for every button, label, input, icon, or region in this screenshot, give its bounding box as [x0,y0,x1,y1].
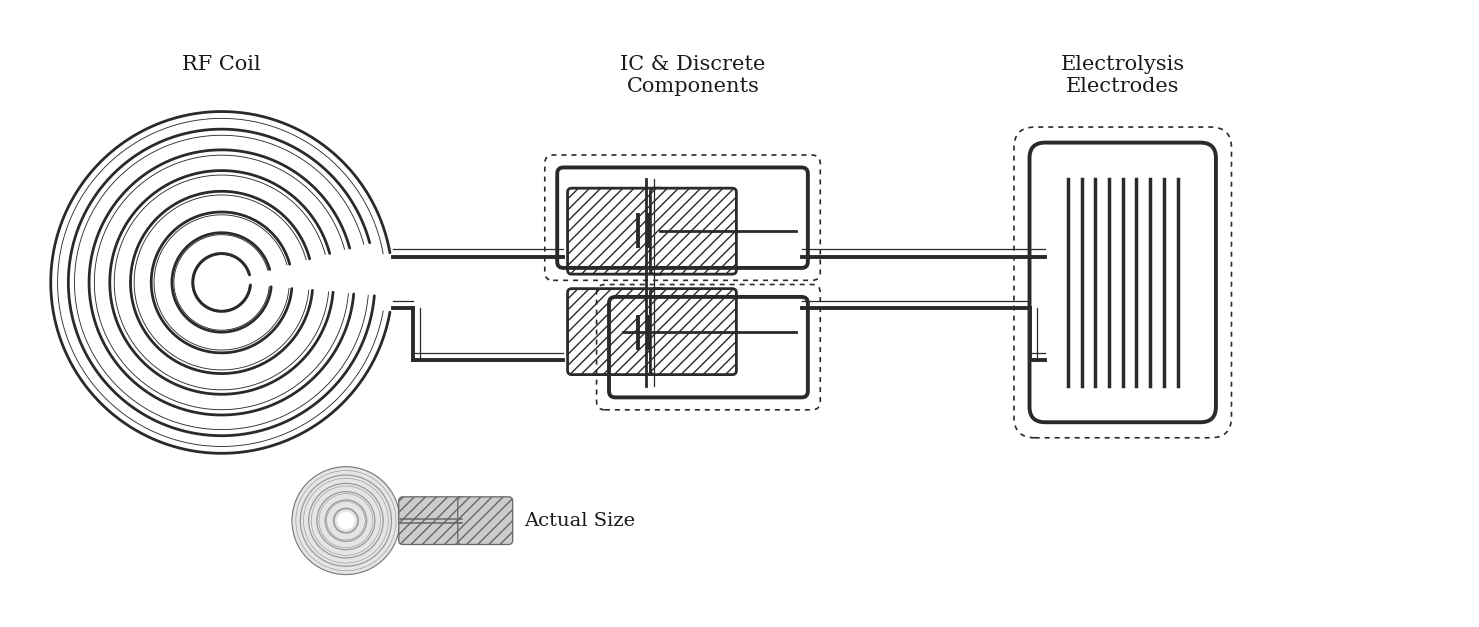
FancyBboxPatch shape [568,188,664,274]
FancyBboxPatch shape [651,288,737,374]
FancyBboxPatch shape [399,497,464,544]
Circle shape [197,258,247,307]
Text: Electrolysis
Electrodes: Electrolysis Electrodes [1060,55,1185,95]
FancyBboxPatch shape [458,497,513,544]
Text: RF Coil: RF Coil [182,55,260,73]
Text: Actual Size: Actual Size [524,512,634,530]
FancyBboxPatch shape [568,288,664,374]
Circle shape [291,466,399,574]
FancyBboxPatch shape [651,188,737,274]
Text: IC & Discrete
Components: IC & Discrete Components [620,55,766,95]
FancyBboxPatch shape [1029,142,1216,422]
Circle shape [337,512,355,529]
